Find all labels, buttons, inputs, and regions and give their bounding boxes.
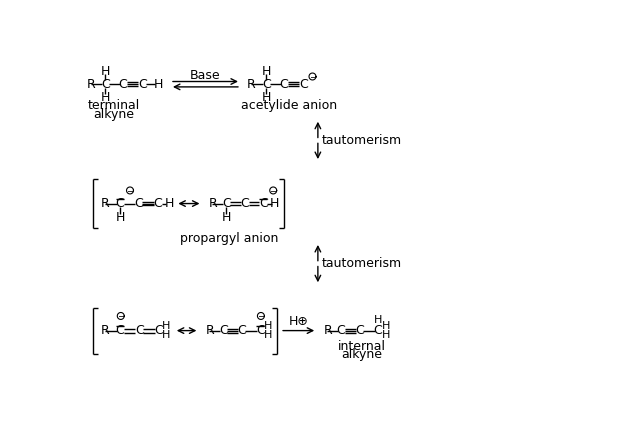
Text: tautomerism: tautomerism bbox=[322, 134, 402, 147]
Text: C: C bbox=[262, 78, 271, 91]
Text: C: C bbox=[237, 324, 246, 337]
Text: C: C bbox=[256, 324, 265, 337]
Text: −: − bbox=[117, 312, 124, 320]
Text: C: C bbox=[116, 197, 124, 210]
Text: H: H bbox=[162, 321, 170, 331]
Text: C: C bbox=[116, 324, 124, 337]
Text: C: C bbox=[153, 197, 162, 210]
Text: H: H bbox=[270, 197, 279, 210]
Text: R: R bbox=[87, 78, 96, 91]
Text: R: R bbox=[206, 324, 214, 337]
Text: tautomerism: tautomerism bbox=[322, 257, 402, 270]
Text: C: C bbox=[101, 78, 110, 91]
Text: C: C bbox=[222, 197, 230, 210]
Text: R: R bbox=[247, 78, 256, 91]
Text: H: H bbox=[381, 321, 390, 331]
Text: H: H bbox=[162, 330, 170, 340]
Text: H: H bbox=[222, 211, 231, 224]
Text: C: C bbox=[374, 324, 383, 337]
Text: R: R bbox=[101, 197, 109, 210]
Text: H: H bbox=[261, 65, 271, 77]
Text: acetylide anion: acetylide anion bbox=[242, 99, 337, 112]
Text: C: C bbox=[138, 78, 147, 91]
Text: H: H bbox=[374, 315, 382, 325]
Text: C: C bbox=[355, 324, 364, 337]
Text: H: H bbox=[116, 211, 125, 224]
Text: −: − bbox=[257, 312, 265, 320]
Text: −: − bbox=[270, 186, 277, 195]
Text: C: C bbox=[279, 78, 288, 91]
Text: H: H bbox=[264, 321, 272, 331]
Text: C: C bbox=[135, 324, 143, 337]
Text: C: C bbox=[154, 324, 163, 337]
Text: R: R bbox=[209, 197, 217, 210]
Text: alkyne: alkyne bbox=[93, 109, 134, 121]
Text: −: − bbox=[126, 186, 134, 195]
Text: C: C bbox=[299, 78, 307, 91]
Text: Base: Base bbox=[190, 69, 221, 82]
Text: C: C bbox=[219, 324, 227, 337]
Text: H: H bbox=[381, 330, 390, 340]
Text: C: C bbox=[134, 197, 143, 210]
Text: H: H bbox=[261, 91, 271, 104]
Text: C: C bbox=[119, 78, 127, 91]
Text: C: C bbox=[337, 324, 345, 337]
Text: R: R bbox=[324, 324, 332, 337]
Text: H: H bbox=[264, 330, 272, 340]
Text: propargyl anion: propargyl anion bbox=[180, 232, 278, 245]
Text: C: C bbox=[259, 197, 268, 210]
Text: R: R bbox=[101, 324, 109, 337]
Text: −: − bbox=[309, 72, 316, 81]
Text: C: C bbox=[240, 197, 249, 210]
Text: terminal: terminal bbox=[88, 99, 140, 112]
Text: H: H bbox=[165, 197, 174, 210]
Text: internal: internal bbox=[338, 340, 386, 352]
Text: H: H bbox=[101, 91, 110, 104]
Text: H: H bbox=[101, 65, 110, 77]
Text: H: H bbox=[154, 78, 163, 91]
Text: alkyne: alkyne bbox=[342, 348, 383, 361]
Text: H⊕: H⊕ bbox=[289, 315, 309, 328]
